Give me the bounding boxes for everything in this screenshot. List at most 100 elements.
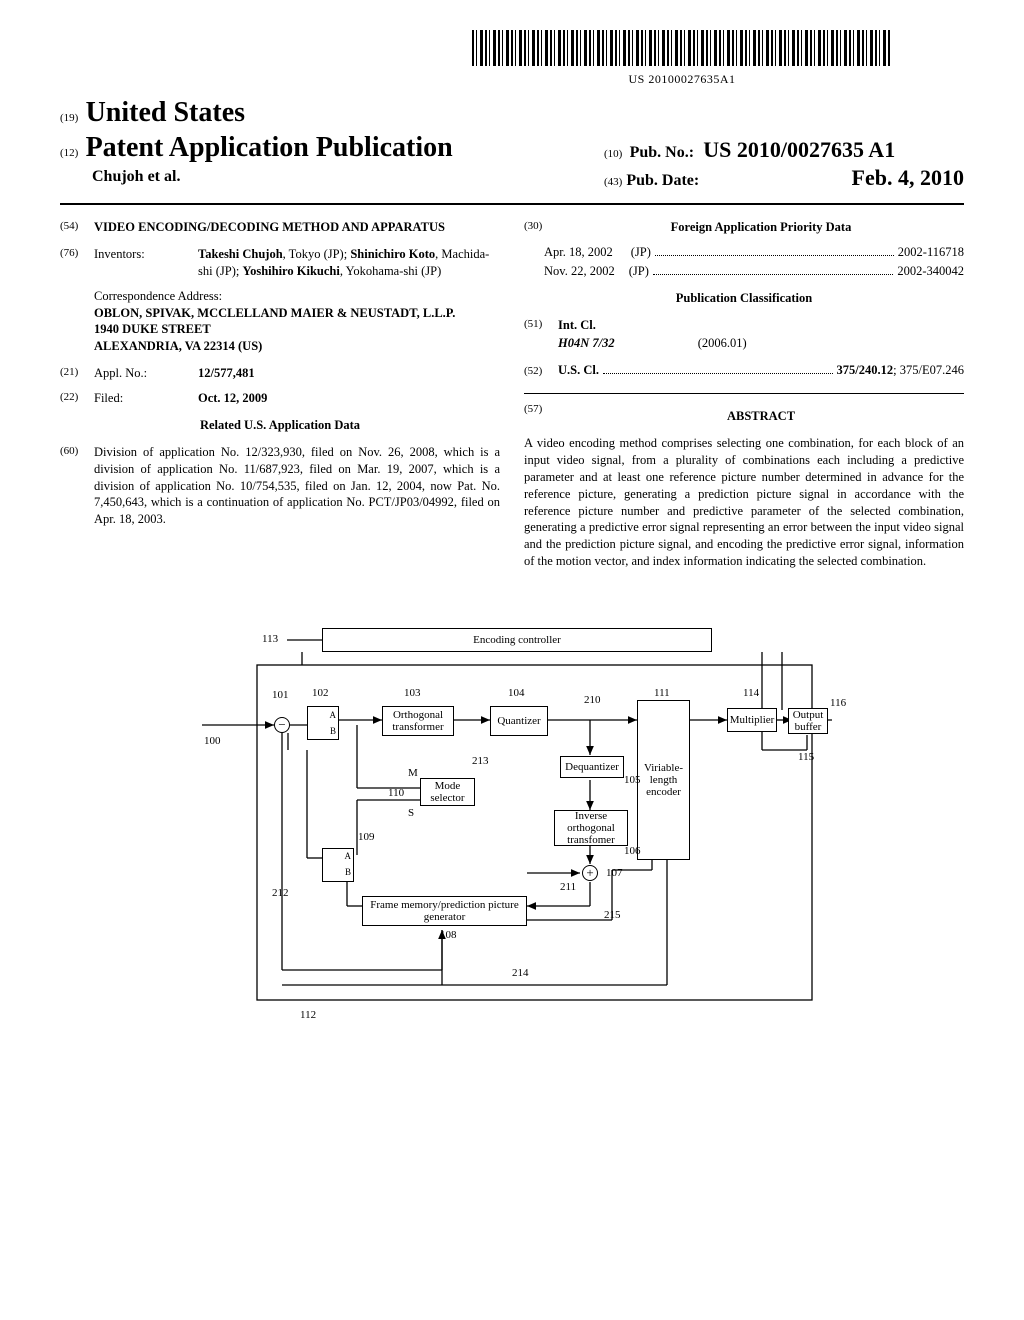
- right-column: (30) Foreign Application Priority Data A…: [524, 219, 964, 570]
- foreign-priority-row-1: Apr. 18, 2002 (JP) 2002-116718: [544, 244, 964, 261]
- label-210: 210: [584, 695, 601, 706]
- pubno: US 2010/0027635 A1: [703, 137, 895, 162]
- header-rule: [60, 203, 964, 205]
- box-output-buffer: Output buffer: [788, 708, 828, 734]
- bibliographic-columns: (54) VIDEO ENCODING/DECODING METHOD AND …: [60, 219, 964, 570]
- inventor-2-name: Shinichiro Koto: [350, 247, 435, 261]
- intcl-label: Int. Cl.: [558, 317, 596, 334]
- pubdate-label: Pub. Date:: [626, 171, 699, 191]
- code-52: (52): [524, 364, 558, 379]
- foreign-heading: Foreign Application Priority Data: [558, 219, 964, 236]
- code-76: (76): [60, 246, 94, 280]
- label-106: 106: [624, 846, 641, 857]
- applno-label: Appl. No.:: [94, 365, 198, 382]
- box-frame-memory: Frame memory/prediction picture generato…: [362, 896, 527, 926]
- fp1-date: Apr. 18, 2002: [544, 244, 613, 261]
- correspondence-address: Correspondence Address: OBLON, SPIVAK, M…: [94, 288, 500, 356]
- correspondence-label: Correspondence Address:: [94, 288, 500, 305]
- code-54: (54): [60, 219, 94, 236]
- authors-line: Chujoh et al.: [92, 167, 604, 187]
- label-102: 102: [312, 688, 329, 699]
- correspondence-line-2: 1940 DUKE STREET: [94, 321, 500, 338]
- fp2-date: Nov. 22, 2002: [544, 263, 615, 280]
- code-12: (12): [60, 147, 78, 159]
- label-101: 101: [272, 690, 289, 701]
- inventor-1-loc: , Tokyo (JP);: [283, 247, 348, 261]
- label-211: 211: [560, 882, 576, 893]
- label-115: 115: [798, 752, 814, 763]
- label-214: 214: [512, 968, 529, 979]
- label-116: 116: [830, 698, 846, 709]
- label-212: 212: [272, 888, 289, 899]
- inventors-label: Inventors:: [94, 246, 198, 280]
- box-mode-selector: Mode selector: [420, 778, 475, 806]
- code-10: (10): [604, 148, 622, 160]
- uscl-val-bold: 375/240.12: [837, 362, 894, 379]
- barcode-region: US 20100027635A1: [400, 30, 964, 87]
- thin-rule: [524, 393, 964, 394]
- inventor-3-name: Yoshihiro Kikuchi: [242, 264, 339, 278]
- applno: 12/577,481: [198, 365, 500, 382]
- label-213: 213: [472, 756, 489, 767]
- label-109: 109: [358, 832, 375, 843]
- foreign-priority-row-2: Nov. 22, 2002 (JP) 2002-340042: [544, 263, 964, 280]
- node-adder-107: +: [582, 865, 598, 881]
- block-diagram: Encoding controller − A B Orthogonal tra…: [192, 610, 832, 1040]
- code-22: (22): [60, 390, 94, 407]
- intcl-date: (2006.01): [698, 336, 747, 350]
- box-inverse-orthogonal: Inverse orthogonal transfomer: [554, 810, 628, 846]
- label-M: M: [408, 768, 418, 779]
- box-variable-length-encoder: Viriable-length encoder: [637, 700, 690, 860]
- related-data: Division of application No. 12/323,930, …: [94, 444, 500, 528]
- code-21: (21): [60, 365, 94, 382]
- abstract-text: A video encoding method comprises select…: [524, 435, 964, 570]
- pubno-label: Pub. No.:: [630, 144, 694, 161]
- country: United States: [86, 97, 245, 128]
- switch-102: A B: [307, 706, 339, 740]
- fp1-num: 2002-116718: [898, 244, 964, 261]
- header: (19) United States (12) Patent Applicati…: [60, 95, 964, 191]
- label-104: 104: [508, 688, 525, 699]
- inventor-1-name: Takeshi Chujoh: [198, 247, 283, 261]
- fp2-num: 2002-340042: [897, 263, 964, 280]
- fp2-cc: (JP): [629, 263, 649, 280]
- code-57: (57): [524, 402, 558, 431]
- label-113: 113: [262, 634, 278, 645]
- code-51: (51): [524, 317, 558, 334]
- doc-type: Patent Application Publication: [86, 132, 453, 163]
- label-100: 100: [204, 736, 221, 747]
- barcode-graphic: [472, 30, 892, 66]
- left-column: (54) VIDEO ENCODING/DECODING METHOD AND …: [60, 219, 500, 570]
- correspondence-line-3: ALEXANDRIA, VA 22314 (US): [94, 338, 500, 355]
- code-30: (30): [524, 219, 558, 236]
- intcl-code: H04N 7/32: [558, 336, 615, 350]
- label-107: 107: [606, 868, 623, 879]
- fp1-cc: (JP): [631, 244, 651, 261]
- code-19: (19): [60, 112, 78, 124]
- box-encoding-controller: Encoding controller: [322, 628, 712, 652]
- switch-109: A B: [322, 848, 354, 882]
- code-60: (60): [60, 444, 94, 528]
- filed-date: Oct. 12, 2009: [198, 390, 500, 407]
- pubclass-heading: Publication Classification: [524, 290, 964, 307]
- uscl-label: U.S. Cl.: [558, 362, 599, 379]
- box-multiplier: Multiplier: [727, 708, 777, 732]
- label-S: S: [408, 808, 414, 819]
- box-dequantizer: Dequantizer: [560, 756, 624, 778]
- label-112: 112: [300, 1010, 316, 1021]
- label-105: 105: [624, 775, 641, 786]
- label-114: 114: [743, 688, 759, 699]
- inventor-3-loc: , Yokohama-shi (JP): [340, 264, 441, 278]
- related-heading: Related U.S. Application Data: [60, 417, 500, 434]
- uscl-val-rest: ; 375/E07.246: [893, 362, 964, 379]
- label-108: 108: [440, 930, 457, 941]
- node-subtractor-101: −: [274, 717, 290, 733]
- code-43: (43): [604, 176, 622, 190]
- box-orthogonal-transformer: Orthogonal transformer: [382, 706, 454, 736]
- label-110: 110: [388, 788, 404, 799]
- filed-label: Filed:: [94, 390, 198, 407]
- box-quantizer: Quantizer: [490, 706, 548, 736]
- patent-title: VIDEO ENCODING/DECODING METHOD AND APPAR…: [94, 219, 500, 236]
- pubdate: Feb. 4, 2010: [852, 164, 964, 192]
- label-111: 111: [654, 688, 670, 699]
